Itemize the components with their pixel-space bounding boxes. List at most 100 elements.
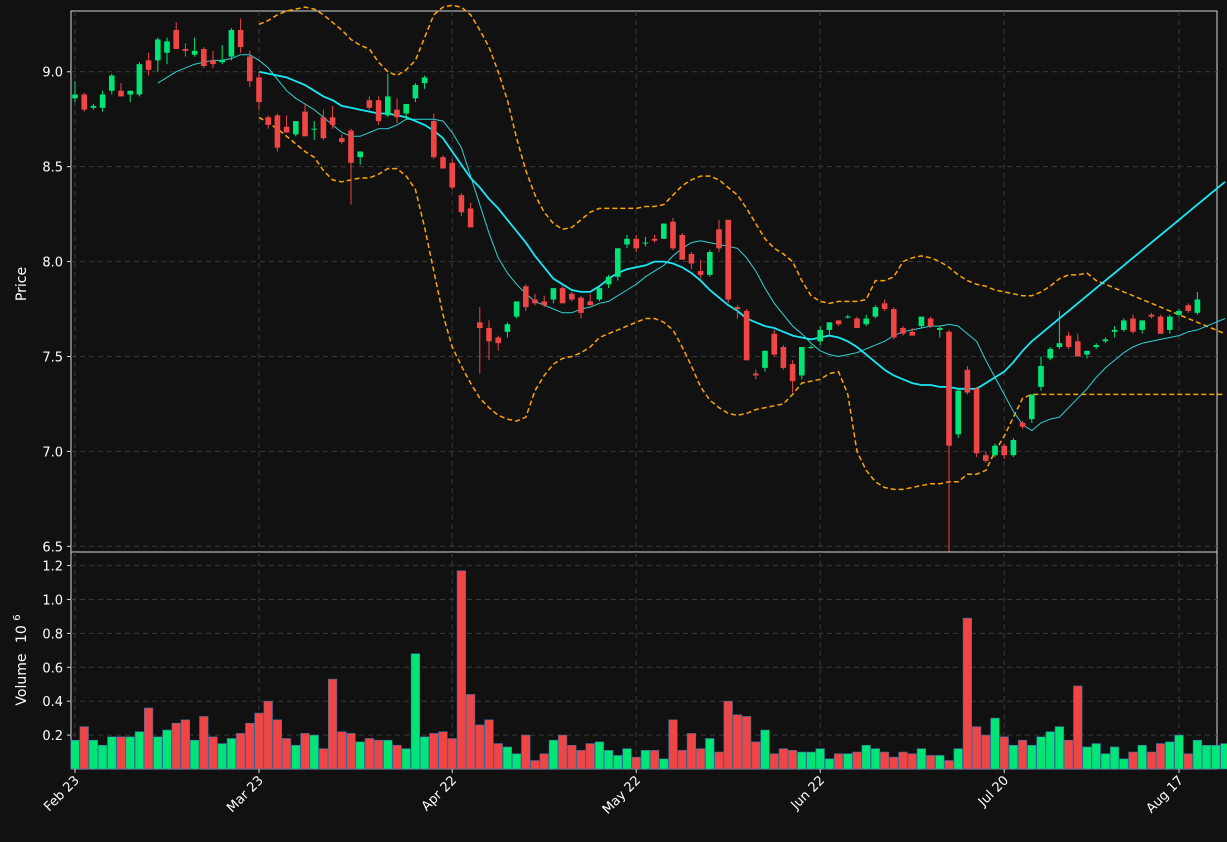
- candle-body: [1139, 320, 1145, 330]
- candle-body: [927, 318, 934, 327]
- candle-body: [477, 322, 483, 329]
- moving-averages: [157, 54, 1226, 432]
- candle-body: [983, 455, 989, 461]
- volume-bar: [1211, 744, 1221, 770]
- price-tick-label: 9.0: [42, 66, 63, 81]
- volume-bar: [116, 736, 126, 770]
- volume-bar: [263, 700, 273, 770]
- candle-body: [385, 96, 391, 116]
- volume-bar: [383, 739, 393, 770]
- volume-y-axis-label: Volume: [14, 654, 30, 706]
- volume-bar: [1174, 734, 1184, 770]
- candle-body: [486, 328, 492, 342]
- candle-body: [817, 329, 823, 342]
- volume-bar: [999, 736, 1009, 770]
- volume-bar: [493, 743, 503, 770]
- volume-bar: [567, 744, 577, 770]
- volume-bar: [824, 758, 834, 770]
- volume-bar: [190, 739, 200, 770]
- volume-bars: [70, 570, 1227, 770]
- volume-bar: [429, 733, 439, 770]
- volume-bar: [1156, 743, 1166, 770]
- candle-body: [458, 195, 465, 213]
- volume-tick-label: 0.4: [42, 695, 63, 710]
- candle-body: [1075, 341, 1081, 357]
- volume-bar: [640, 750, 650, 770]
- candle-body: [283, 126, 290, 133]
- volume-bar: [1137, 744, 1147, 770]
- candle-body: [532, 299, 538, 304]
- volume-bar: [1017, 739, 1028, 770]
- candle-body: [569, 293, 575, 300]
- volume-bar: [686, 733, 696, 770]
- band-upper-line: [258, 4, 1226, 335]
- volume-bar: [300, 733, 310, 770]
- candle-body: [375, 100, 382, 122]
- volume-bar: [456, 570, 467, 770]
- candle-body: [136, 64, 143, 95]
- candle-body: [431, 121, 437, 158]
- candle-body: [191, 50, 198, 55]
- candle-body: [946, 331, 952, 446]
- candle-body: [90, 105, 97, 108]
- candle-body: [1111, 329, 1118, 332]
- volume-bar: [1045, 731, 1055, 770]
- volume-bar: [613, 755, 623, 770]
- candle-body: [1093, 345, 1099, 347]
- volume-bar: [162, 729, 172, 770]
- bollinger-bands: [258, 4, 1226, 491]
- volume-panel: 0.2 0.4 0.6 0.8 1.0 1.2 Volume 10 6: [12, 551, 1227, 770]
- candle-body: [725, 219, 731, 300]
- volume-bar: [226, 738, 237, 770]
- volume-tick-label: 0.2: [42, 729, 63, 744]
- candle-body: [964, 369, 971, 393]
- candle-body: [955, 390, 961, 435]
- volume-bar: [337, 731, 347, 770]
- candle-body: [155, 39, 161, 61]
- volume-bar: [760, 729, 770, 770]
- price-y-axis-label: Price: [14, 267, 30, 301]
- volume-bar: [594, 741, 604, 770]
- volume-bar: [576, 750, 586, 770]
- volume-bar: [990, 717, 1000, 770]
- volume-bar: [1128, 751, 1138, 770]
- candle-body: [826, 322, 833, 330]
- candle-body: [247, 56, 253, 82]
- candle-body: [182, 48, 189, 51]
- volume-bar: [217, 743, 227, 770]
- candle-body: [918, 316, 925, 327]
- volume-y-ticks: 0.2 0.4 0.6 0.8 1.0 1.2: [42, 560, 71, 744]
- candle-body: [541, 301, 547, 306]
- candle-body: [661, 223, 667, 239]
- candle-body: [854, 318, 860, 329]
- svg-text:Volume 10 6: Volume 10 6: [12, 614, 30, 705]
- volume-bar: [769, 753, 779, 770]
- candle-body: [311, 128, 317, 130]
- candle-body: [1001, 445, 1007, 456]
- candle-body: [753, 373, 759, 376]
- candle-body: [302, 111, 308, 137]
- volume-bar: [539, 753, 549, 770]
- candle-body: [127, 90, 133, 95]
- candle-body: [578, 297, 584, 313]
- volume-bar: [1064, 739, 1074, 770]
- volume-bar: [778, 748, 788, 770]
- volume-bar: [1027, 744, 1037, 770]
- candle-body: [615, 248, 621, 277]
- volume-bar: [1073, 685, 1083, 770]
- price-tick-label: 7.5: [42, 350, 63, 365]
- candle-body: [1065, 335, 1072, 347]
- volume-bar: [272, 719, 283, 770]
- candle-body: [403, 104, 409, 114]
- volume-bar: [870, 748, 880, 770]
- volume-bar: [199, 716, 209, 770]
- volume-bar: [603, 750, 614, 770]
- volume-tick-label: 1.2: [42, 560, 63, 575]
- candle-body: [633, 238, 639, 249]
- candle-body: [808, 346, 814, 348]
- candle-body: [1194, 299, 1201, 313]
- candle-body: [348, 130, 354, 163]
- candle-body: [1010, 440, 1017, 456]
- volume-bar: [649, 750, 660, 770]
